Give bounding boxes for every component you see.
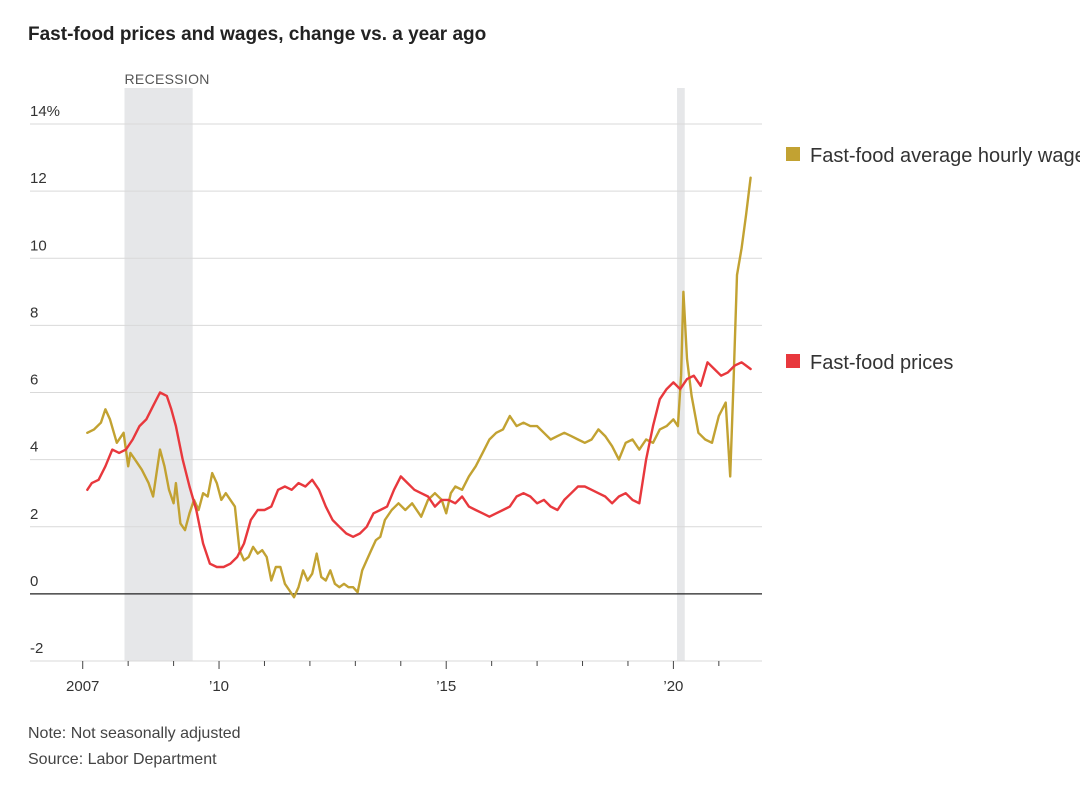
y-tick-label: 10	[30, 237, 47, 254]
y-tick-label: -2	[30, 640, 43, 657]
y-tick-label: 2	[30, 506, 38, 523]
note-text: Note: Not seasonally adjusted	[28, 725, 241, 742]
legend-swatch-prices	[786, 354, 800, 368]
legend-item-wage: Fast-food average hourly wage	[786, 141, 1080, 171]
x-tick-label: ’15	[436, 678, 456, 695]
recession-label: RECESSION	[125, 71, 210, 87]
shaded-periods: RECESSION	[124, 71, 685, 661]
y-tick-label: 12	[30, 170, 47, 187]
series-lines	[86, 176, 752, 599]
y-tick-label: 0	[30, 573, 38, 590]
shaded-period-0	[124, 88, 193, 661]
gridlines: -2 0 2 4 6 8 10 12 14%	[30, 103, 762, 662]
y-tick-label: 8	[30, 304, 38, 321]
x-tick-label: 2007	[66, 678, 99, 695]
chart-notes: Note: Not seasonally adjusted Source: La…	[28, 721, 241, 773]
y-tick-label: 6	[30, 372, 38, 389]
legend-item-prices: Fast-food prices	[786, 348, 1066, 378]
legend-swatch-wage	[786, 147, 800, 161]
y-tick-label: 14%	[30, 103, 60, 120]
legend-label-prices: Fast-food prices	[810, 352, 954, 374]
source-text: Source: Labor Department	[28, 751, 217, 768]
y-tick-label: 4	[30, 439, 38, 456]
x-tick-label: ’10	[209, 678, 229, 695]
chart-title: Fast-food prices and wages, change vs. a…	[28, 24, 487, 45]
series-line-wage	[86, 176, 752, 599]
legend-label-wage: Fast-food average hourly wage	[810, 145, 1080, 167]
x-axis: 2007 ’10 ’15 ’20	[66, 661, 720, 695]
x-tick-label: ’20	[663, 678, 683, 695]
series-line-prices	[86, 361, 752, 569]
